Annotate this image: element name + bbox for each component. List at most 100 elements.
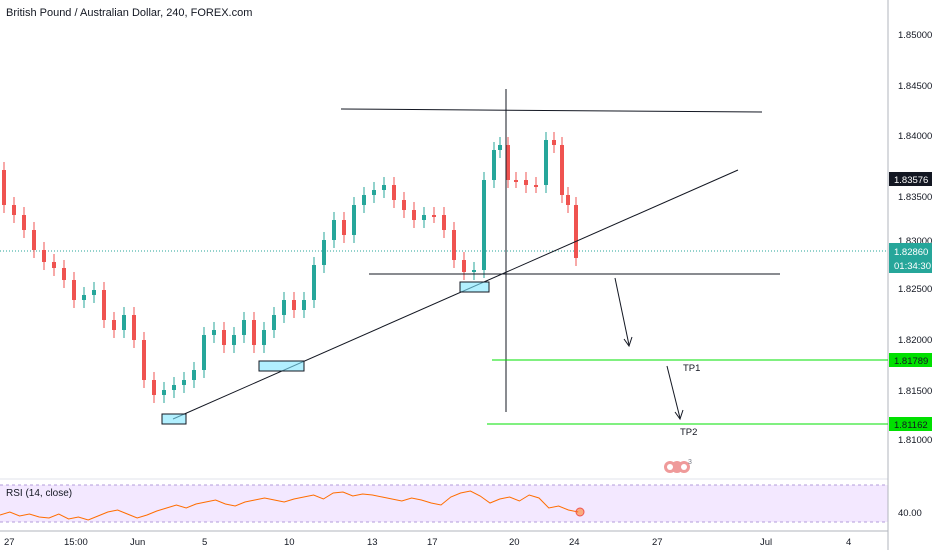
candle-body <box>32 230 36 250</box>
candle-body <box>92 290 96 295</box>
arrow-1-head <box>623 336 633 348</box>
candle-body <box>552 140 556 145</box>
candle-body <box>102 290 106 320</box>
candle-body <box>182 380 186 385</box>
candle-body <box>82 295 86 300</box>
high-price-tag-text: 1.83576 <box>894 175 928 186</box>
candle-body <box>152 380 156 395</box>
candle-body <box>192 370 196 380</box>
price-tick: 1.81500 <box>898 386 932 397</box>
candle-body <box>352 205 356 235</box>
candle-body <box>342 220 346 235</box>
candle-body <box>492 150 496 180</box>
logo-count: 3 <box>688 459 692 466</box>
candle-body <box>132 315 136 340</box>
time-tick: Jul <box>760 537 772 548</box>
tp1-price-tag <box>889 353 932 367</box>
candle-body <box>42 250 46 262</box>
time-tick: 27 <box>652 537 663 548</box>
candle-body <box>72 280 76 300</box>
arrow-2-head <box>674 409 684 421</box>
rsi-title[interactable]: RSI (14, close) <box>6 488 72 499</box>
candle-body <box>472 270 476 272</box>
trendline-touch-box-3[interactable] <box>459 281 490 293</box>
candle-body <box>322 240 326 265</box>
candle-body <box>392 185 396 200</box>
tp2-price-tag-text: 1.81162 <box>894 420 928 431</box>
countdown-tag-text: 01:34:30 <box>894 261 931 272</box>
price-tick: 1.85000 <box>898 30 932 41</box>
time-tick: Jun <box>130 537 145 548</box>
rsi-band <box>0 485 888 522</box>
high-price-tag <box>889 172 932 186</box>
candle-body <box>402 200 406 210</box>
trendline-touch-box-1[interactable] <box>161 413 187 425</box>
time-tick: 4 <box>846 537 851 548</box>
candle-body <box>202 335 206 370</box>
trend-line[interactable] <box>172 169 739 420</box>
time-tick: 20 <box>509 537 520 548</box>
last-price-tag-text: 1.82860 <box>894 247 928 258</box>
time-tick: 15:00 <box>64 537 88 548</box>
time-tick: 24 <box>569 537 580 548</box>
candle-body <box>2 170 6 205</box>
price-tick: 1.83500 <box>898 192 932 203</box>
candle-body <box>282 300 286 315</box>
price-tick: 1.84000 <box>898 131 932 142</box>
resistance-line[interactable] <box>340 108 763 113</box>
candle-body <box>372 190 376 195</box>
candle-body <box>560 145 564 195</box>
last-price-tag <box>889 243 932 273</box>
candle-body <box>482 180 486 270</box>
candle-body <box>172 385 176 390</box>
time-tick: 17 <box>427 537 438 548</box>
candle-body <box>222 330 226 345</box>
trendline-touch-box-2[interactable] <box>258 360 305 372</box>
candle-body <box>412 210 416 220</box>
time-tick: 10 <box>284 537 295 548</box>
candle-body <box>566 195 570 205</box>
rsi-line <box>0 490 579 521</box>
price-tick: 1.82000 <box>898 335 932 346</box>
candle-body <box>12 205 16 215</box>
tp1-price-tag-text: 1.81789 <box>894 356 928 367</box>
candle-body <box>432 215 436 217</box>
candle-body <box>212 330 216 335</box>
candle-body <box>382 185 386 190</box>
candle-body <box>252 320 256 345</box>
candle-body <box>312 265 316 300</box>
rsi-last-point <box>575 507 585 517</box>
candle-body <box>332 220 336 240</box>
candle-body <box>524 180 528 185</box>
price-tick: 1.83000 <box>898 236 932 247</box>
candle-body <box>292 300 296 310</box>
candle-body <box>452 230 456 260</box>
candlestick-series <box>2 132 578 403</box>
candle-body <box>442 215 446 230</box>
candle-body <box>574 205 578 258</box>
candle-body <box>262 330 266 345</box>
price-tick: 1.84500 <box>898 81 932 92</box>
candle-body <box>162 390 166 395</box>
candle-body <box>22 215 26 230</box>
arrow-2-shaft <box>666 365 681 419</box>
candle-body <box>142 340 146 380</box>
candle-body <box>302 300 306 310</box>
tp2-price-tag <box>889 417 932 431</box>
tradingview-logo-icon: 3 <box>664 459 692 473</box>
time-tick: 5 <box>202 537 207 548</box>
candle-body <box>62 268 66 280</box>
candle-body <box>462 260 466 272</box>
price-tick: 1.81000 <box>898 435 932 446</box>
candle-body <box>112 320 116 330</box>
chart-title[interactable]: British Pound / Australian Dollar, 240, … <box>6 7 252 19</box>
time-axis[interactable]: 27 15:00 Jun 5 10 13 17 20 24 27 Jul 4 <box>4 537 851 548</box>
time-tick: 27 <box>4 537 15 548</box>
tp2-label: TP2 <box>680 427 697 438</box>
price-axis[interactable]: 1.85000 1.84500 1.84000 1.83500 1.83000 … <box>898 30 932 446</box>
candle-body <box>52 262 56 268</box>
candle-body <box>362 195 366 205</box>
candle-body <box>122 315 126 330</box>
